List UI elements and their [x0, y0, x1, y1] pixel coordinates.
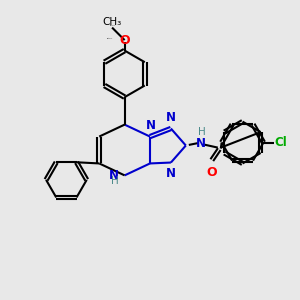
Text: methoxy: methoxy	[110, 25, 116, 26]
Text: H: H	[198, 127, 206, 136]
Text: Cl: Cl	[275, 136, 288, 149]
Text: O: O	[206, 166, 217, 179]
Text: N: N	[166, 111, 176, 124]
Text: H: H	[111, 176, 119, 186]
Text: methoxy: methoxy	[106, 38, 113, 39]
Text: N: N	[166, 167, 176, 180]
Text: N: N	[146, 119, 156, 132]
Text: N: N	[109, 169, 119, 182]
Text: O: O	[119, 34, 130, 46]
Text: N: N	[196, 136, 206, 150]
Text: CH₃: CH₃	[103, 17, 122, 27]
